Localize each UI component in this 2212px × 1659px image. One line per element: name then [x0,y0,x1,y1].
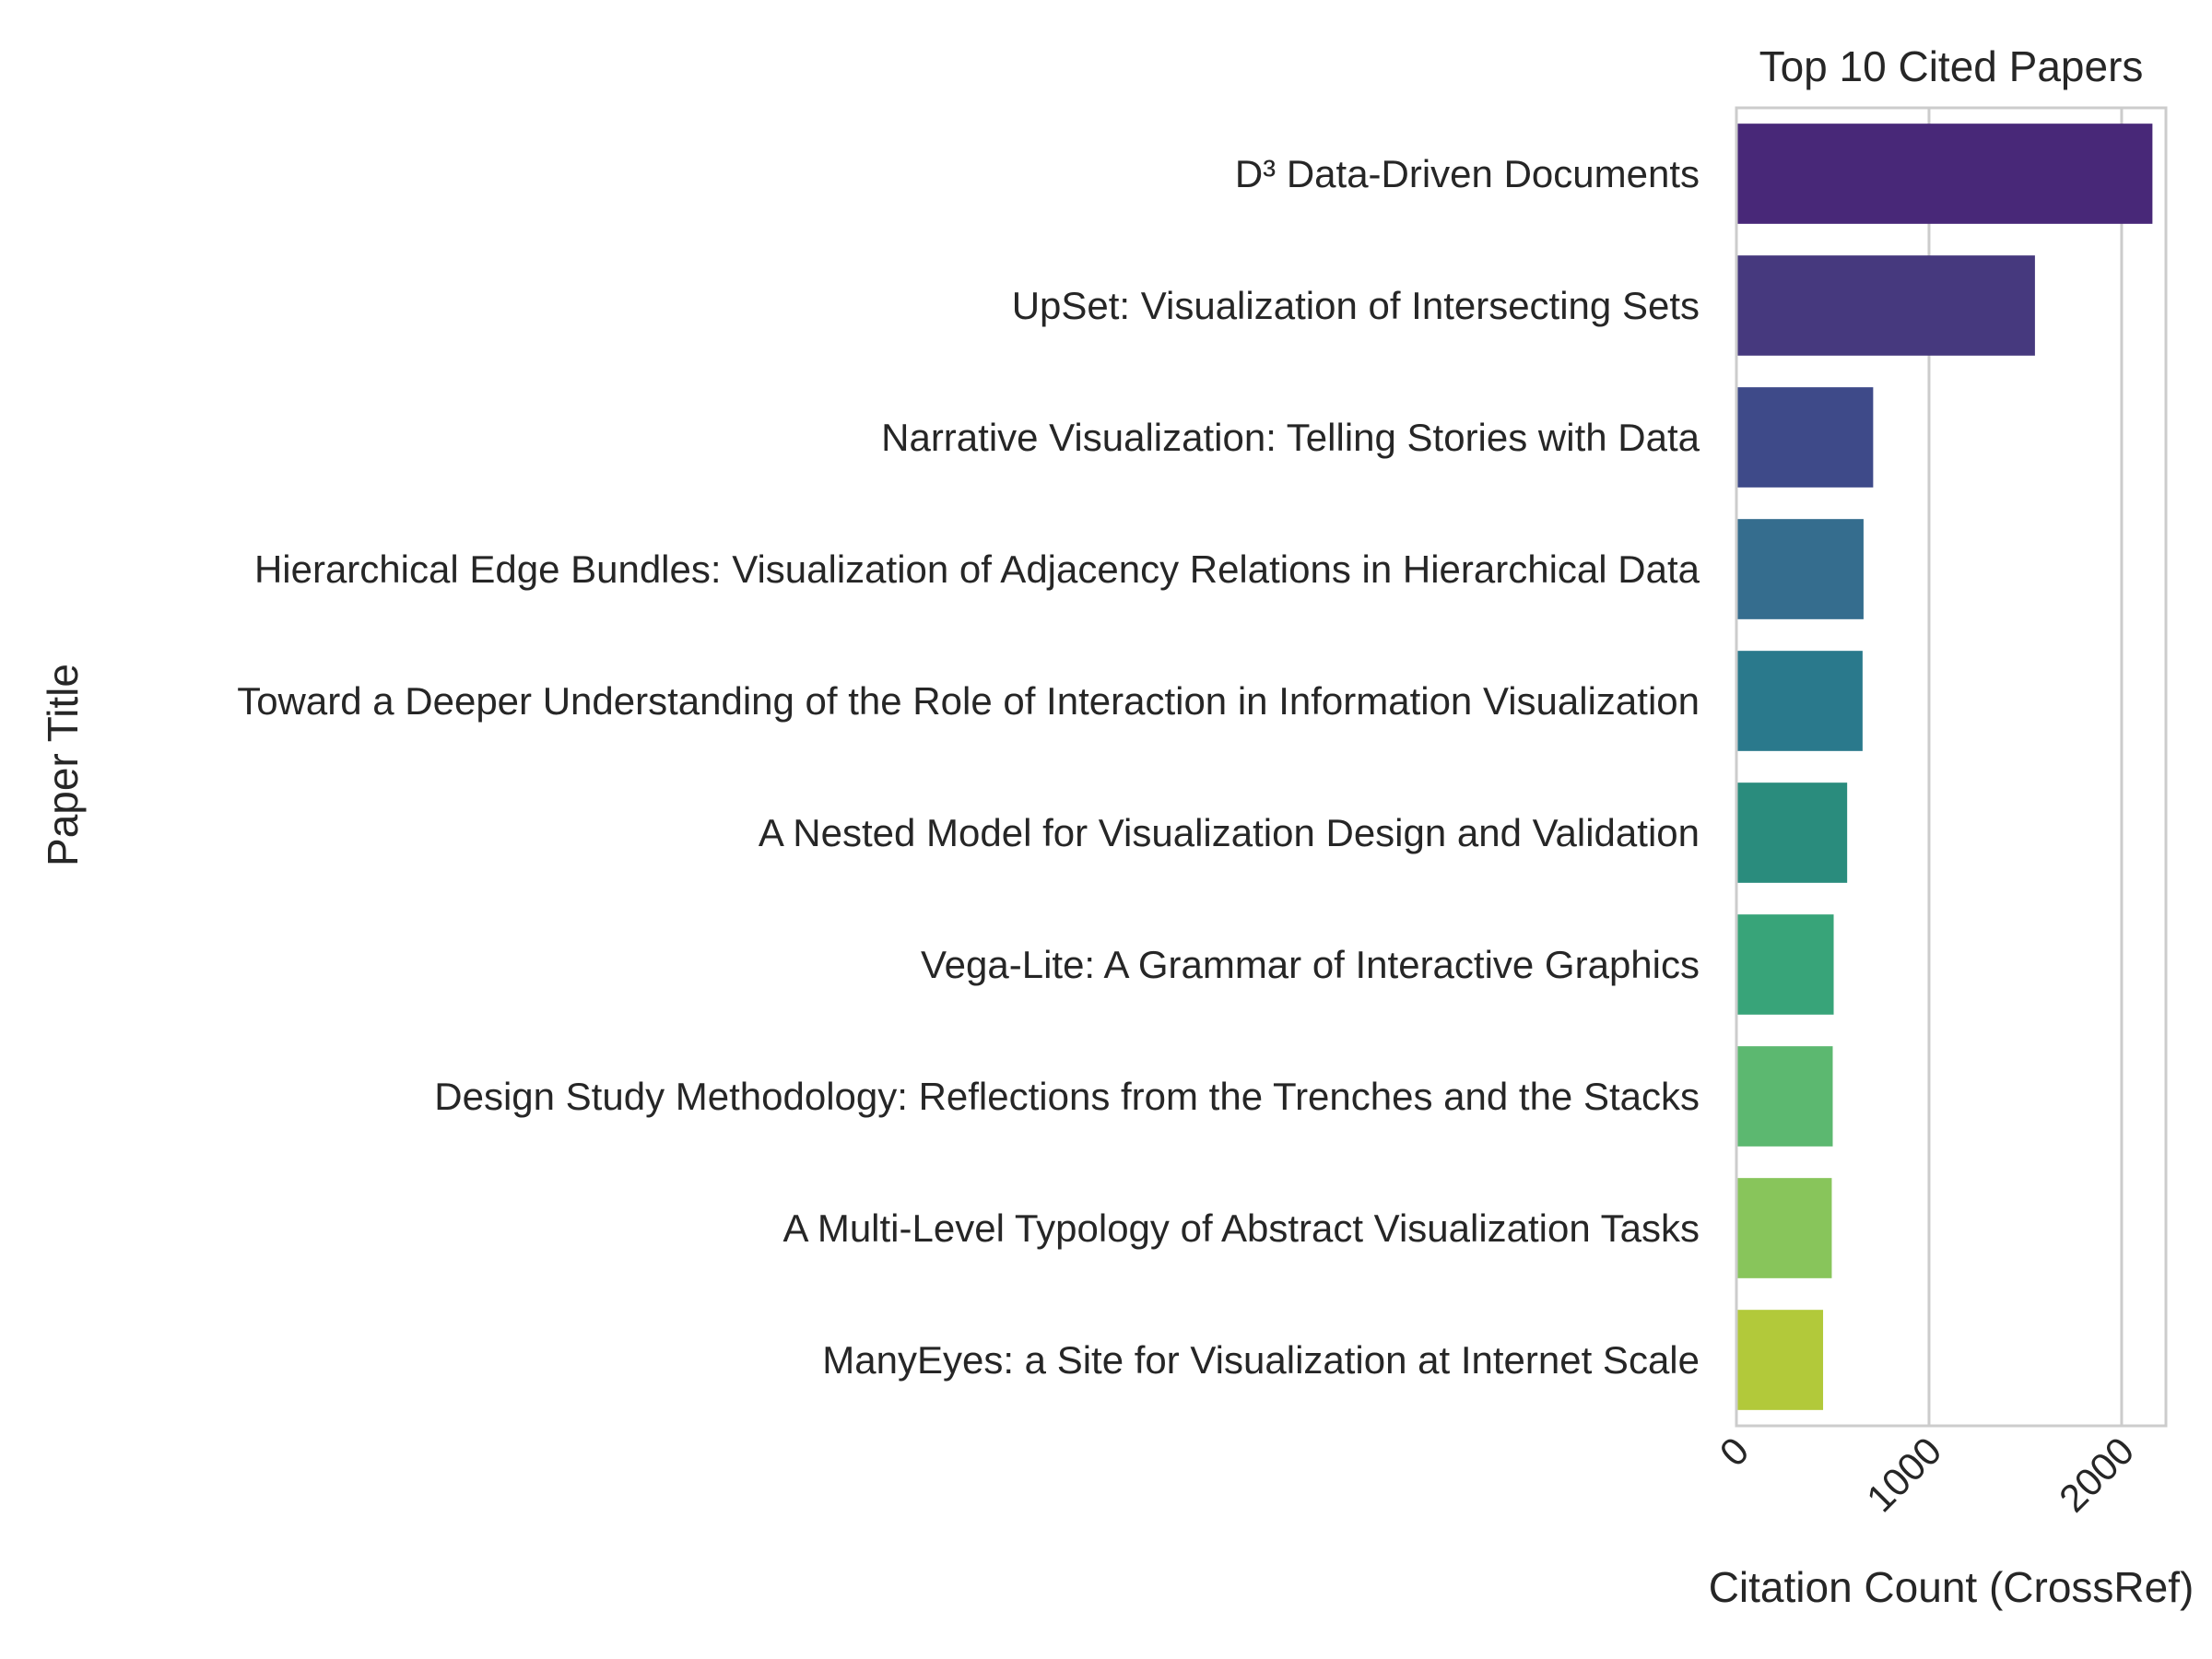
y-tick-label-5: Toward a Deeper Understanding of the Rol… [237,679,1700,723]
plot-frame [1735,106,2168,1428]
bar-8 [1736,1046,1833,1147]
y-tick-label-8: Design Study Methodology: Reflections fr… [434,1075,1700,1118]
chart-title: Top 10 Cited Papers [1759,42,2144,90]
x-tick-label-0: 0 [1712,1429,1758,1475]
bar-5 [1736,651,1863,751]
x-tick-label-2: 2000 [2051,1429,2142,1520]
bar-1 [1736,124,2153,224]
bar-9 [1736,1178,1832,1278]
bar-3 [1736,387,1874,488]
y-tick-label-2: UpSet: Visualization of Intersecting Set… [1012,284,1700,327]
y-tick-label-10: ManyEyes: a Site for Visualization at In… [822,1338,1700,1382]
x-tick-labels: 0 1000 2000 [1712,1429,2143,1520]
bars [1736,124,2153,1410]
bar-7 [1736,914,1834,1015]
bar-4 [1736,519,1864,619]
bar-10 [1736,1310,1824,1410]
y-tick-label-3: Narrative Visualization: Telling Stories… [881,416,1700,459]
y-tick-label-4: Hierarchical Edge Bundles: Visualization… [254,547,1700,591]
bar-6 [1736,782,1848,883]
x-axis-title: Citation Count (CrossRef) [1709,1563,2194,1611]
y-tick-labels: D³ Data-Driven Documents UpSet: Visualiza… [237,152,1700,1382]
y-tick-label-1: D³ Data-Driven Documents [1235,152,1700,195]
bar-2 [1736,255,2035,356]
y-tick-label-9: A Multi-Level Typology of Abstract Visua… [782,1206,1700,1250]
y-tick-label-7: Vega-Lite: A Grammar of Interactive Grap… [921,943,1700,986]
y-axis-title: Paper Title [39,664,87,866]
plot-border [1735,106,2168,1428]
y-tick-label-6: A Nested Model for Visualization Design … [759,811,1700,854]
x-tick-label-1: 1000 [1858,1429,1949,1520]
